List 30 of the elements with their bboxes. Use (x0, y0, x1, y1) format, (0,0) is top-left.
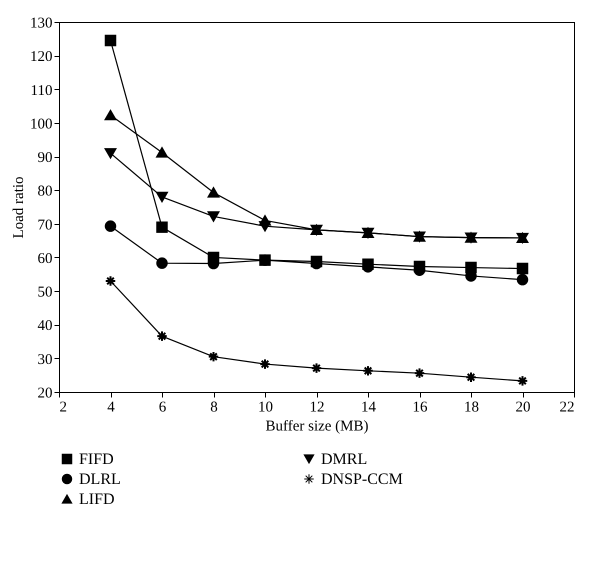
legend-label: DLRL (79, 471, 121, 488)
y-tick-label: 50 (38, 284, 52, 301)
x-tick-label: 6 (158, 400, 167, 416)
legend-label: FIFD (79, 451, 114, 468)
x-axis-title: Buffer size (MB) (265, 418, 369, 434)
y-tick-label: 130 (30, 16, 52, 32)
legend-label: DNSP-CCM (321, 471, 403, 488)
x-tick-label: 8 (210, 400, 218, 416)
y-tick-label: 90 (38, 150, 52, 166)
x-tick-label: 18 (464, 400, 479, 416)
legend-label: DMRL (321, 451, 368, 468)
y-tick-label: 120 (30, 49, 52, 66)
x-tick-label: 4 (107, 400, 116, 416)
y-tick-label: 110 (30, 82, 52, 99)
x-tick-label: 10 (258, 400, 273, 416)
x-tick-label: 16 (412, 400, 428, 416)
y-tick-label: 100 (30, 116, 52, 132)
x-tick-label: 2 (60, 400, 67, 416)
y-tick-label: 60 (38, 250, 52, 267)
y-tick-label: 20 (38, 386, 52, 402)
y-tick-label: 70 (38, 217, 52, 234)
y-tick-label: 80 (38, 184, 52, 200)
y-tick-label: 40 (38, 318, 52, 334)
y-tick-label: 30 (38, 352, 52, 368)
x-tick-label: 22 (560, 400, 574, 416)
x-tick-label: 12 (310, 400, 324, 416)
x-tick-label: 20 (516, 400, 530, 416)
legend-label: LIFD (79, 491, 115, 508)
y-axis-title: Load ratio (11, 176, 27, 239)
x-tick-label: 14 (361, 400, 376, 416)
